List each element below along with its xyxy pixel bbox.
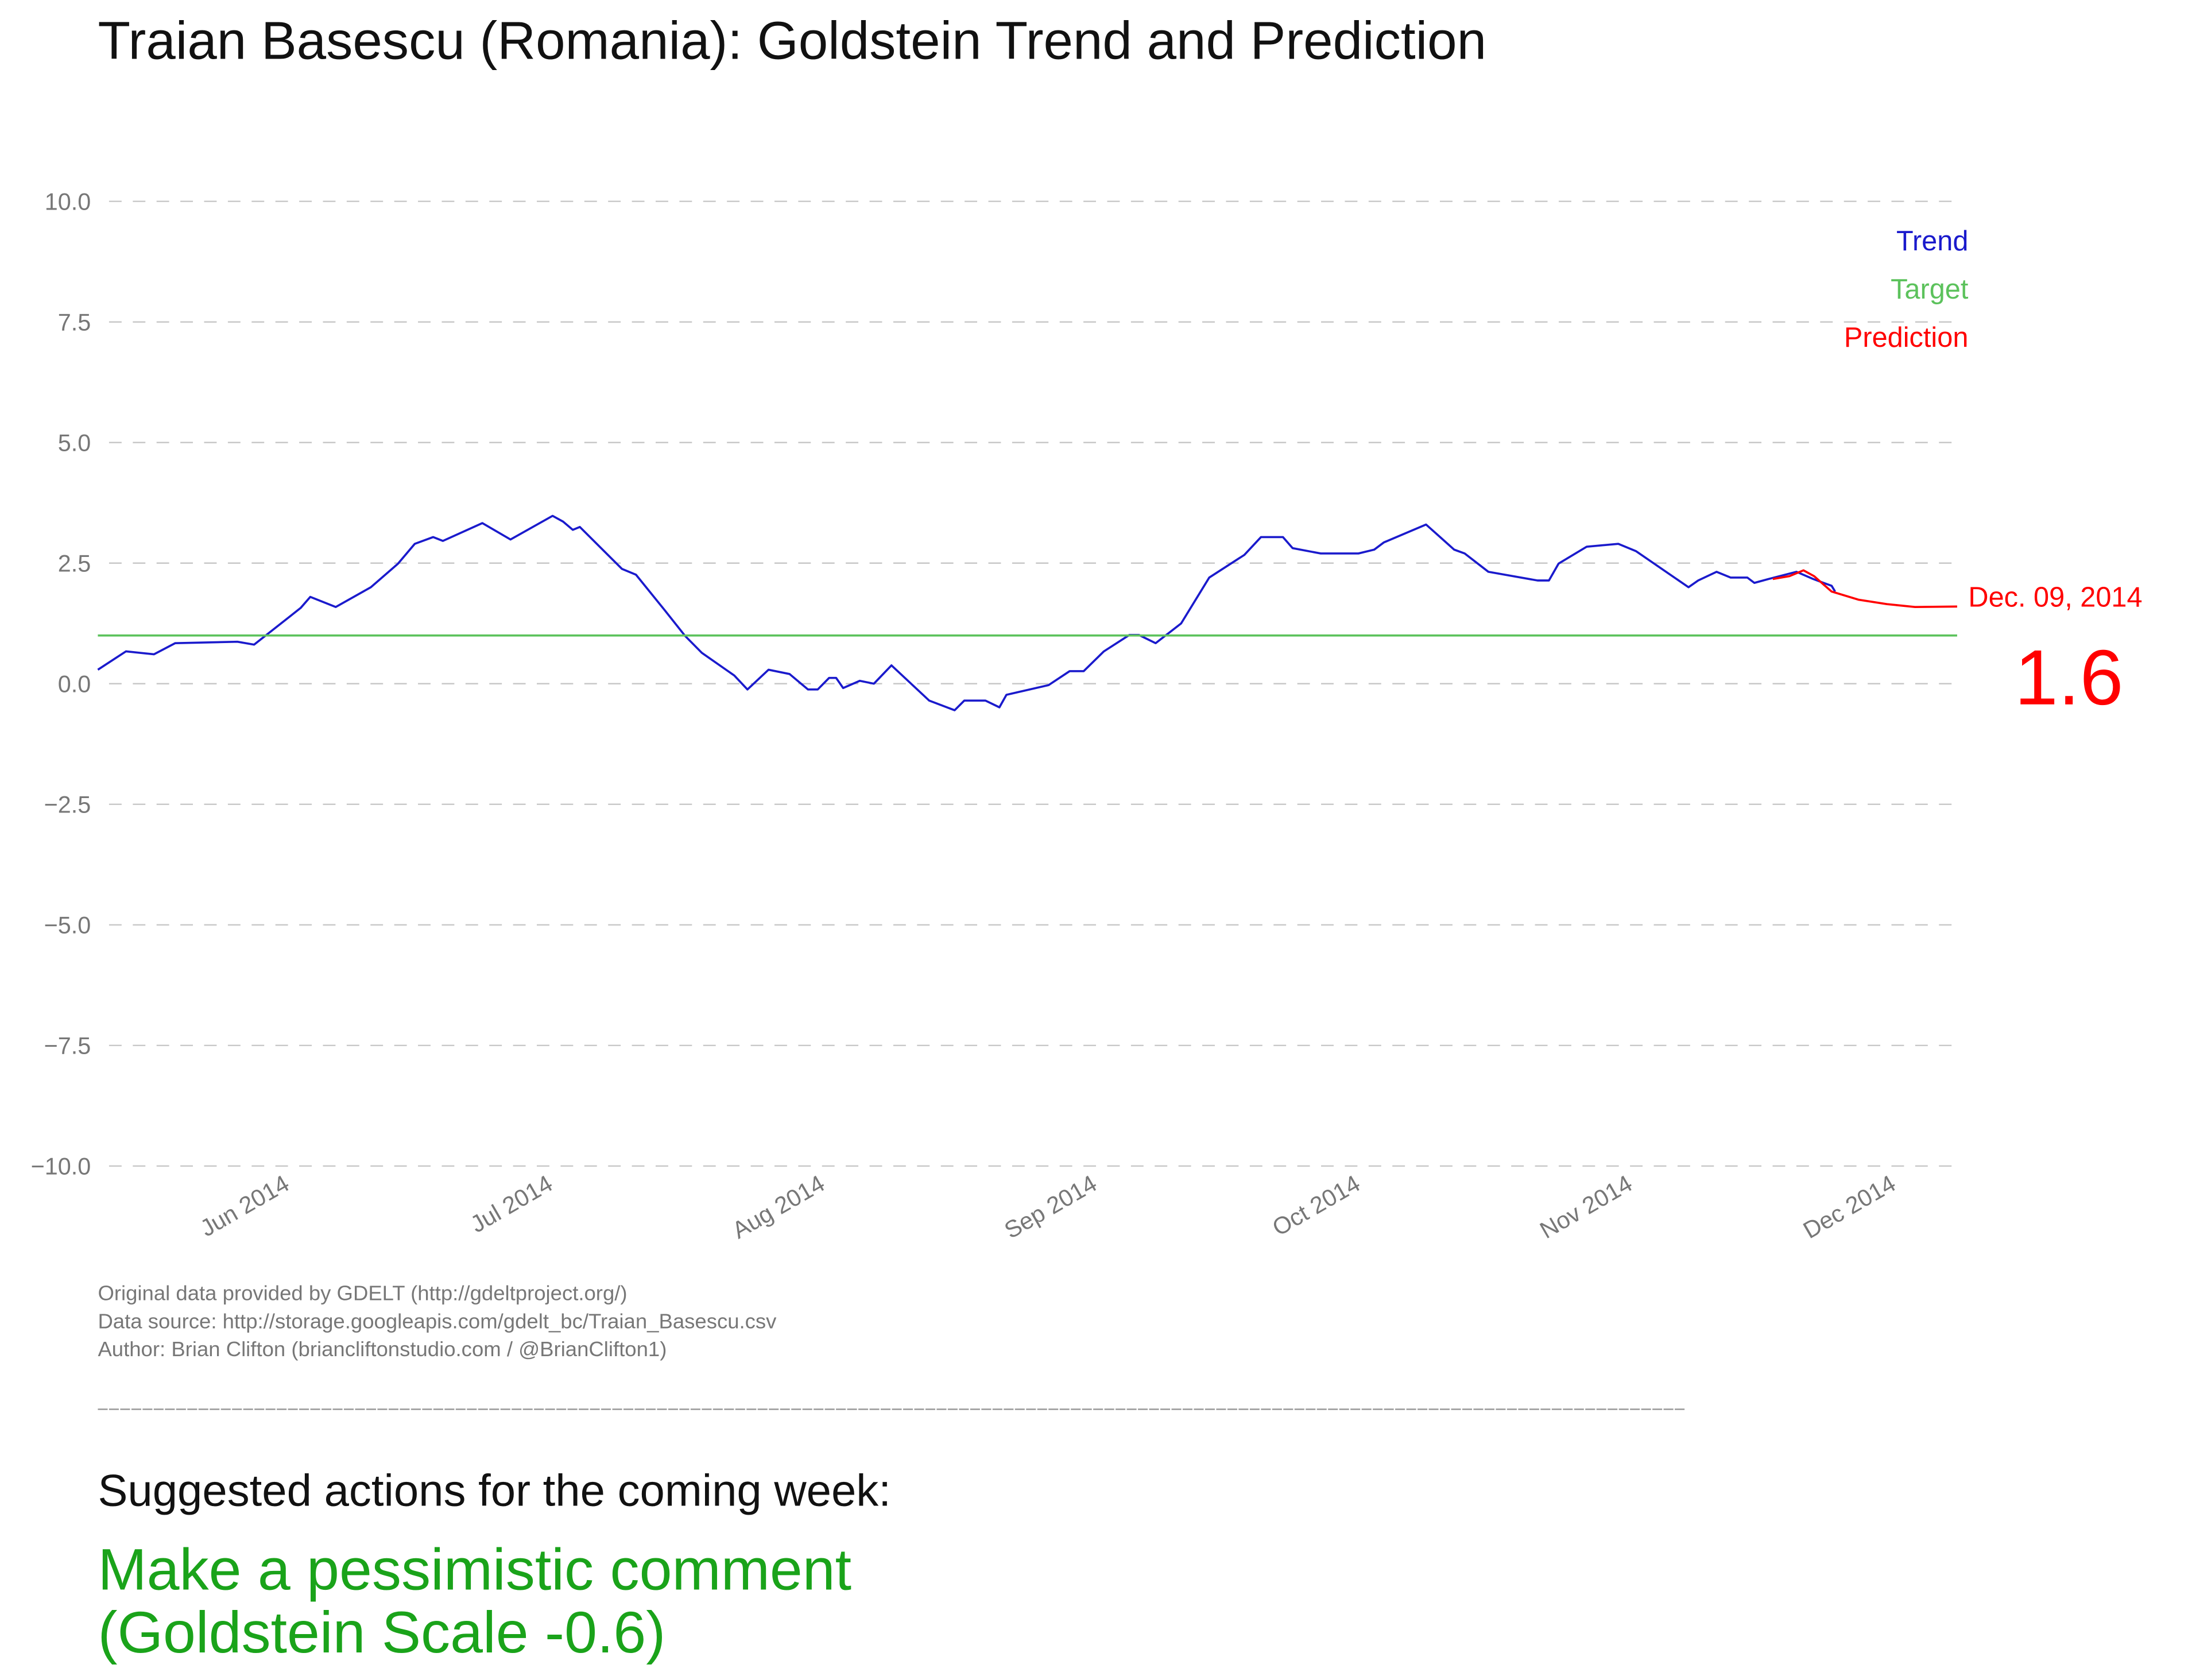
x-tick-label: Jul 2014 <box>466 1170 557 1238</box>
legend-entry: Trend <box>1896 226 1968 257</box>
x-tick-label: Sep 2014 <box>1000 1170 1101 1244</box>
x-tick-label: Nov 2014 <box>1535 1170 1636 1244</box>
note: Data source: http://storage.googleapis.c… <box>98 1309 777 1333</box>
action-text: Make a pessimistic comment <box>98 1536 851 1602</box>
legend-entry: Target <box>1891 274 1969 305</box>
y-tick-label: −10.0 <box>31 1153 91 1179</box>
x-tick-label: Dec 2014 <box>1799 1170 1900 1244</box>
x-tick-label: Aug 2014 <box>728 1170 829 1244</box>
series-line <box>97 514 1836 711</box>
legend-entry: Prediction <box>1844 322 1969 353</box>
y-tick-label: −2.5 <box>44 791 91 818</box>
actions-heading: Suggested actions for the coming week: <box>98 1465 890 1516</box>
y-tick-label: −5.0 <box>44 912 91 938</box>
x-tick-label: Jun 2014 <box>196 1170 293 1242</box>
y-tick-label: 5.0 <box>58 429 91 456</box>
chart-title: Traian Basescu (Romania): Goldstein Tren… <box>98 10 1486 70</box>
y-tick-label: 10.0 <box>45 188 91 215</box>
y-tick-label: 0.0 <box>58 671 91 697</box>
y-tick-label: 7.5 <box>58 309 91 335</box>
action-text: (Goldstein Scale -0.6) <box>98 1599 665 1665</box>
note: Author: Brian Clifton (briancliftonstudi… <box>98 1337 667 1361</box>
series-line <box>1772 569 1957 609</box>
note: Original data provided by GDELT (http://… <box>98 1282 627 1305</box>
annotation-date: Dec. 09, 2014 <box>1968 582 2142 613</box>
annotation-value: 1.6 <box>2015 634 2124 721</box>
x-tick-label: Oct 2014 <box>1268 1170 1364 1241</box>
y-tick-label: 2.5 <box>58 550 91 576</box>
y-tick-label: −7.5 <box>44 1032 91 1059</box>
